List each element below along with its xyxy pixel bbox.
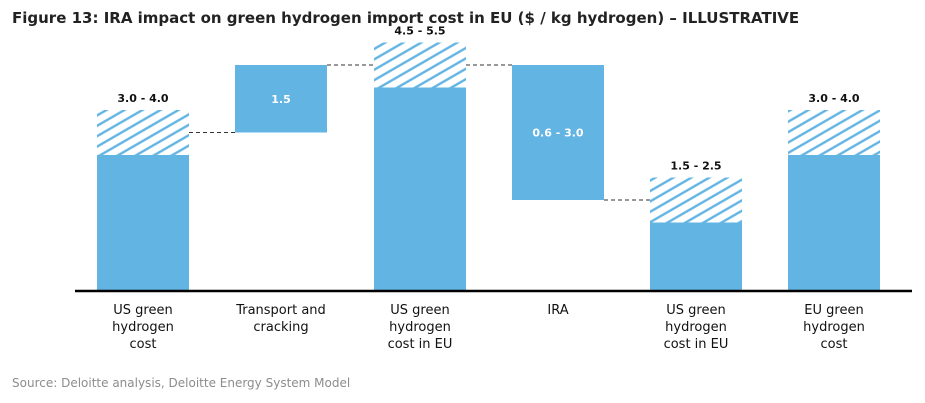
bar-range-hatch-5	[788, 110, 880, 155]
connector-lines	[189, 64, 650, 201]
labels-group: 3.0 - 4.0 US green hydrogen cost 1.5 Transpor…	[112, 25, 865, 353]
bar-3	[512, 65, 604, 200]
category-label-2-2: cost in EU	[388, 337, 453, 352]
category-label-4-2: cost in EU	[664, 337, 729, 352]
source-note: Source: Deloitte analysis, Deloitte Ener…	[12, 376, 351, 390]
category-label-5-0: EU green	[804, 303, 863, 318]
category-label-0-2: cost	[130, 337, 157, 352]
category-label-5-2: cost	[821, 337, 848, 352]
bar-range-hatch-0	[97, 110, 189, 155]
category-label-1-1: cracking	[253, 320, 308, 335]
category-label-5-1: hydrogen	[803, 320, 865, 335]
data-label-0: 3.0 - 4.0	[117, 92, 169, 105]
category-label-1-0: Transport and	[235, 303, 326, 318]
category-label-0-0: US green	[113, 303, 172, 318]
bar-range-hatch-2	[374, 42, 466, 88]
category-label-3-0: IRA	[547, 303, 568, 318]
category-label-4-1: hydrogen	[665, 320, 727, 335]
category-label-2-0: US green	[390, 303, 449, 318]
data-label-4: 1.5 - 2.5	[670, 160, 721, 173]
bar-2	[374, 87, 466, 290]
data-label-5: 3.0 - 4.0	[808, 92, 860, 105]
data-label-3: 0.6 - 3.0	[532, 127, 584, 140]
bar-range-hatch-4	[650, 177, 742, 223]
category-label-0-1: hydrogen	[112, 320, 174, 335]
bar-5	[788, 155, 880, 290]
chart-title: Figure 13: IRA impact on green hydrogen …	[12, 9, 800, 27]
category-label-2-1: hydrogen	[389, 320, 451, 335]
data-label-2: 4.5 - 5.5	[394, 25, 445, 38]
data-label-1: 1.5	[271, 93, 291, 106]
bars-group	[97, 42, 880, 290]
bar-0	[97, 155, 189, 290]
bar-4	[650, 222, 742, 290]
bar-1	[235, 65, 327, 133]
category-label-4-0: US green	[666, 303, 725, 318]
